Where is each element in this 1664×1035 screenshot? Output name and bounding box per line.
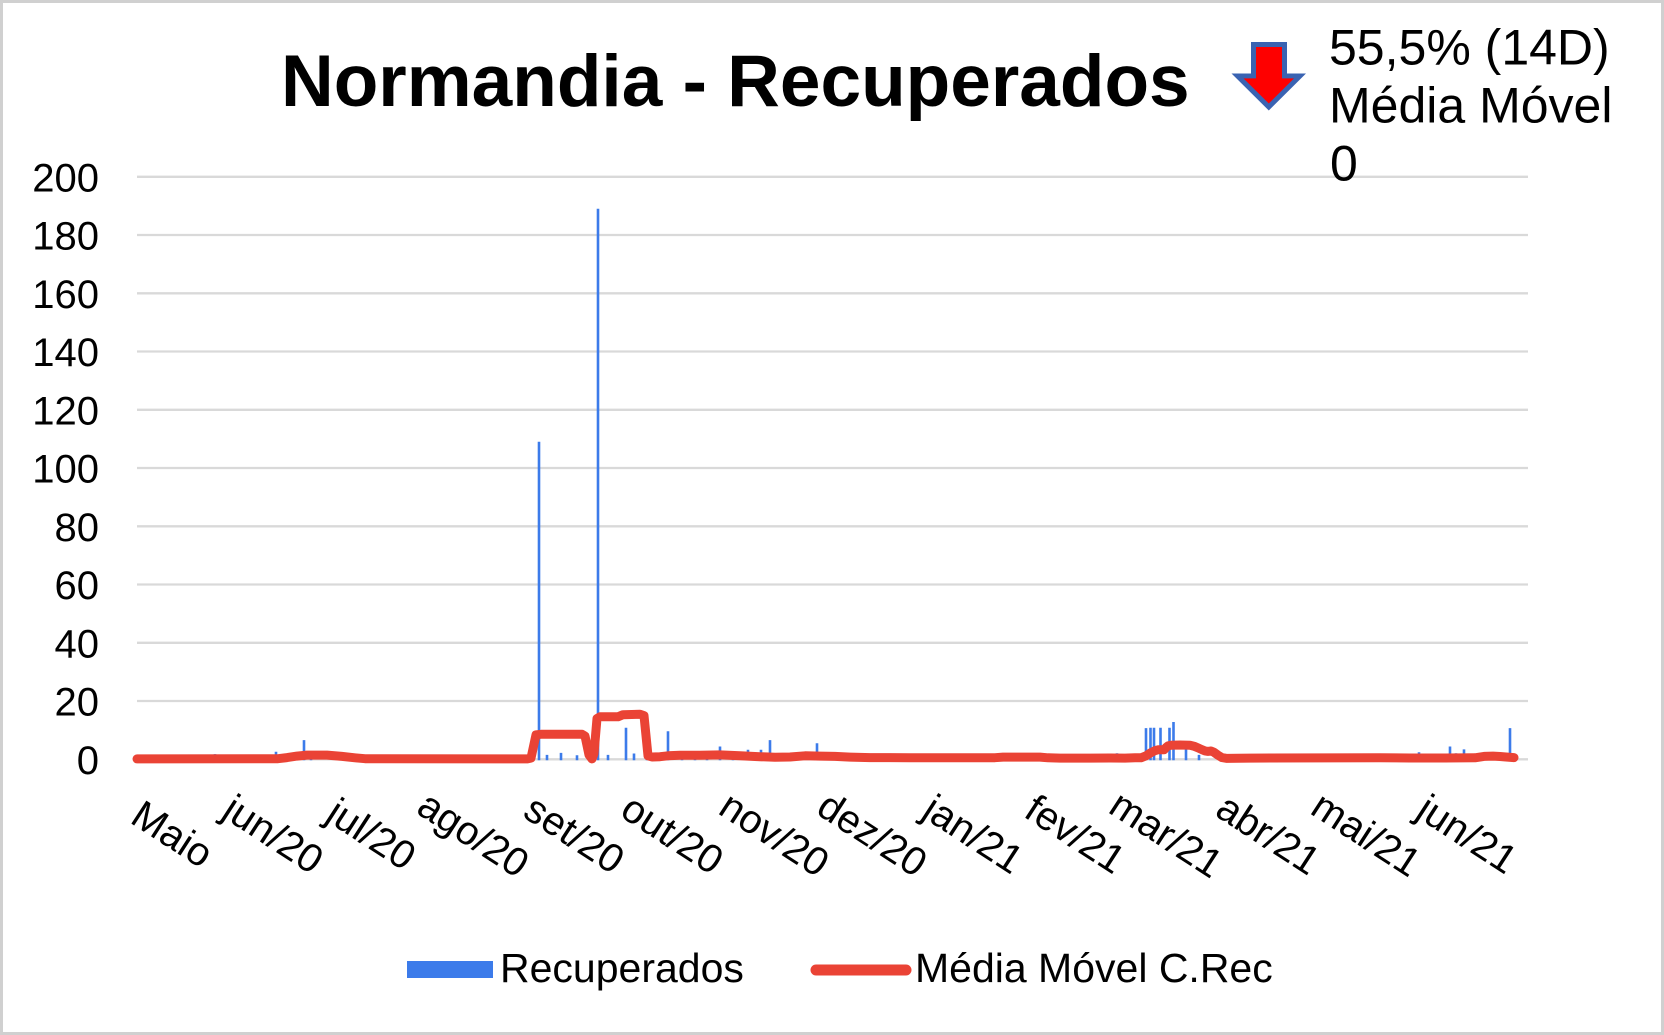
svg-text:80: 80	[55, 506, 100, 550]
svg-text:Recuperados: Recuperados	[500, 945, 744, 991]
svg-text:20: 20	[55, 681, 100, 725]
svg-text:0: 0	[1330, 136, 1358, 192]
svg-text:120: 120	[32, 389, 99, 433]
svg-text:160: 160	[32, 273, 99, 317]
svg-text:180: 180	[32, 215, 99, 259]
svg-text:Média Móvel: Média Móvel	[1329, 78, 1612, 134]
svg-text:40: 40	[55, 622, 100, 666]
svg-text:60: 60	[55, 564, 100, 608]
svg-text:140: 140	[32, 331, 99, 375]
svg-text:55,5% (14D): 55,5% (14D)	[1329, 20, 1610, 76]
svg-text:Normandia - Recuperados: Normandia - Recuperados	[281, 41, 1190, 122]
svg-text:0: 0	[77, 739, 99, 783]
svg-text:100: 100	[32, 448, 99, 492]
svg-text:200: 200	[32, 156, 99, 200]
svg-text:Média Móvel C.Rec: Média Móvel C.Rec	[915, 945, 1273, 991]
